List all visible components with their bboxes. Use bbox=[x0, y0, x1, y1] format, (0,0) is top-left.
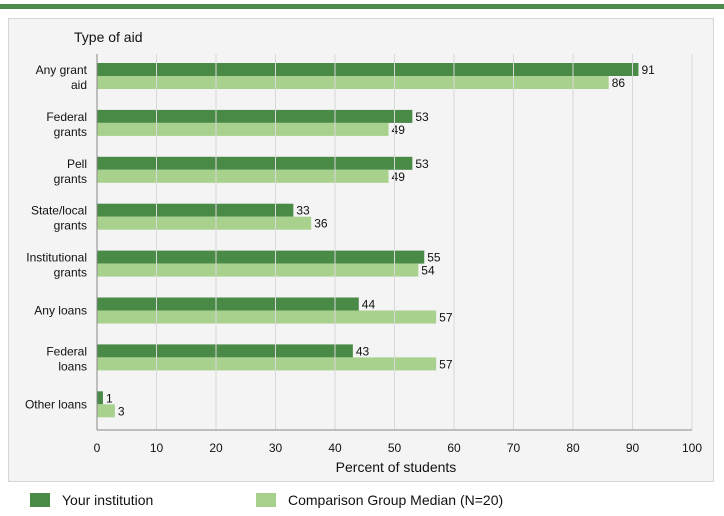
x-tick-label: 0 bbox=[94, 441, 101, 455]
data-label-comparison: 54 bbox=[421, 264, 435, 278]
data-label-comparison: 49 bbox=[392, 170, 406, 184]
data-label-institution: 33 bbox=[296, 204, 310, 218]
data-label-comparison: 3 bbox=[118, 404, 125, 418]
data-label-institution: 91 bbox=[641, 63, 655, 77]
bar-comparison bbox=[97, 169, 389, 183]
data-label-institution: 1 bbox=[106, 391, 113, 405]
bar-institution bbox=[97, 109, 413, 123]
legend: Your institution Comparison Group Median… bbox=[0, 490, 724, 514]
bar-comparison bbox=[97, 263, 419, 277]
bar-comparison bbox=[97, 310, 437, 324]
bar-institution bbox=[97, 297, 359, 311]
x-tick-label: 80 bbox=[566, 441, 580, 455]
data-label-institution: 44 bbox=[362, 298, 376, 312]
header-rule bbox=[0, 4, 724, 9]
legend-item-comparison: Comparison Group Median (N=20) bbox=[256, 492, 503, 508]
data-label-institution: 53 bbox=[415, 157, 429, 171]
category-label: Pell grants bbox=[54, 157, 87, 186]
bar-comparison bbox=[97, 404, 115, 418]
bar-institution bbox=[97, 156, 413, 170]
aid-bar-chart: Type of aid Any grant aid 91 86 Federal grant… bbox=[25, 29, 702, 475]
x-tick-label: 60 bbox=[447, 441, 461, 455]
bars-group: Any grant aid 91 86 Federal grants 53 49 Pell gra… bbox=[25, 63, 655, 418]
data-label-comparison: 57 bbox=[439, 311, 453, 325]
data-label-institution: 53 bbox=[415, 110, 429, 124]
legend-label-comparison: Comparison Group Median (N=20) bbox=[288, 492, 504, 508]
bar-institution bbox=[97, 203, 294, 217]
legend-label-institution: Your institution bbox=[62, 492, 154, 508]
legend-swatch-comparison bbox=[256, 493, 276, 507]
x-tick-label: 70 bbox=[507, 441, 521, 455]
data-label-comparison: 36 bbox=[314, 217, 328, 231]
data-label-institution: 43 bbox=[356, 344, 370, 358]
category-label: Any grant aid bbox=[36, 63, 88, 92]
bar-institution bbox=[97, 250, 425, 264]
x-tick-label: 10 bbox=[150, 441, 164, 455]
category-label: Federal loans bbox=[46, 344, 87, 373]
x-tick-label: 50 bbox=[388, 441, 402, 455]
x-tick-label: 30 bbox=[269, 441, 283, 455]
data-label-comparison: 86 bbox=[612, 76, 626, 90]
ticks-group: 0 10 20 30 40 50 60 70 80 90 100 bbox=[94, 54, 702, 455]
category-label: Any loans bbox=[34, 304, 87, 318]
category-label: State/local grants bbox=[31, 204, 87, 233]
bar-institution bbox=[97, 391, 103, 405]
data-label-institution: 55 bbox=[427, 251, 441, 265]
data-label-comparison: 49 bbox=[392, 123, 406, 137]
legend-item-institution: Your institution bbox=[30, 492, 153, 508]
x-tick-label: 20 bbox=[209, 441, 223, 455]
chart-panel bbox=[8, 18, 714, 482]
bar-comparison bbox=[97, 216, 312, 230]
x-axis-title: Percent of students bbox=[336, 459, 457, 475]
x-tick-label: 90 bbox=[626, 441, 640, 455]
category-label: Other loans bbox=[25, 397, 87, 411]
category-axis-title: Type of aid bbox=[74, 29, 143, 45]
x-tick-label: 40 bbox=[328, 441, 342, 455]
x-tick-label: 100 bbox=[682, 441, 702, 455]
bar-comparison bbox=[97, 357, 437, 371]
legend-swatch-institution bbox=[30, 493, 50, 507]
data-label-comparison: 57 bbox=[439, 357, 453, 371]
bar-comparison bbox=[97, 122, 389, 136]
bar-institution bbox=[97, 344, 353, 358]
category-label: Institutional grants bbox=[26, 251, 87, 280]
bar-comparison bbox=[97, 76, 609, 89]
category-label: Federal grants bbox=[46, 110, 87, 139]
bar-institution bbox=[97, 63, 639, 76]
